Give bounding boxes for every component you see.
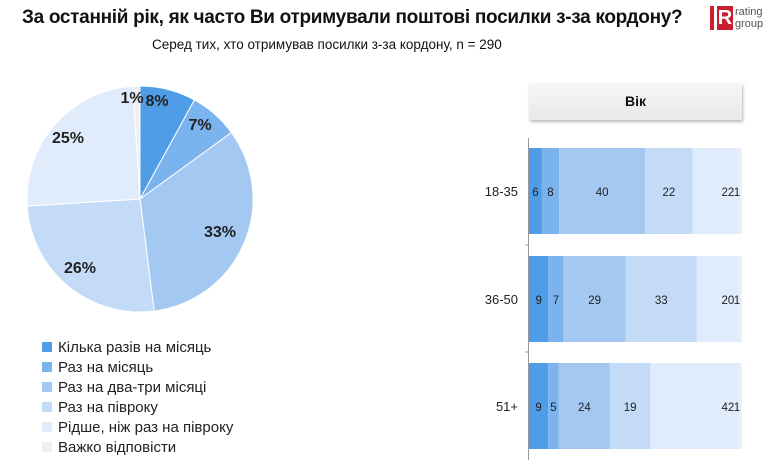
bar-segment	[529, 256, 549, 342]
bar-segment	[548, 363, 559, 449]
chart-subtitle: Серед тих, хто отримував посилки з-за ко…	[152, 37, 502, 52]
legend: Кілька разів на місяць Раз на місяць Раз н…	[42, 337, 233, 457]
bar-value-label: 7	[553, 295, 559, 307]
bar-value-label: 1	[734, 295, 740, 307]
bar-value-label: 9	[535, 295, 541, 307]
bar-segment	[609, 363, 651, 449]
legend-swatch	[42, 402, 52, 412]
category-label: 51+	[496, 399, 518, 414]
bar-value-label: 20	[721, 295, 734, 307]
bar-value-label: 5	[550, 402, 556, 414]
bar-segment	[558, 363, 610, 449]
bar-segment	[739, 148, 742, 234]
bar-segment	[692, 148, 740, 234]
bar-value-label: 24	[578, 402, 591, 414]
pie-label: 25%	[52, 130, 84, 147]
bar-value-label: 40	[596, 187, 609, 199]
pie-chart: 8% 7% 33% 26% 25% 1%	[26, 85, 254, 313]
rating-group-logo: R rating group	[708, 4, 778, 34]
pie-label: 1%	[120, 90, 143, 107]
legend-label: Раз на місяць	[58, 358, 154, 376]
legend-item: Раз на півроку	[42, 397, 233, 417]
pie-slice	[26, 85, 141, 207]
bar-segment	[650, 363, 740, 449]
bar-value-label: 29	[588, 295, 601, 307]
bar-segment	[625, 256, 697, 342]
bar-segment	[739, 363, 742, 449]
bar-segment	[645, 148, 693, 234]
age-header: Вік	[529, 83, 742, 120]
legend-label: Кілька разів на місяць	[58, 338, 212, 356]
bar-value-label: 1	[734, 187, 740, 199]
category-label: 18-35	[485, 184, 518, 199]
legend-swatch	[42, 422, 52, 432]
pie-label: 26%	[64, 260, 96, 277]
legend-label: Раз на півроку	[58, 398, 158, 416]
bar-segment	[696, 256, 740, 342]
bar-value-label: 42	[721, 402, 734, 414]
legend-label: Важко відповісти	[58, 438, 177, 456]
legend-label: Рідше, ніж раз на півроку	[58, 418, 234, 436]
category-label: 36-50	[485, 292, 518, 307]
bar-segment	[739, 256, 742, 342]
legend-swatch	[42, 382, 52, 392]
legend-item: Важко відповісти	[42, 437, 233, 457]
legend-swatch	[42, 362, 52, 372]
bar-segment	[529, 363, 549, 449]
pie-label: 33%	[204, 224, 236, 241]
legend-item: Рідше, ніж раз на півроку	[42, 417, 233, 437]
legend-item: Раз на місяць	[42, 357, 233, 377]
bar-segment	[529, 148, 542, 234]
legend-swatch	[42, 342, 52, 352]
bar-segment	[541, 148, 560, 234]
legend-item: Раз на два-три місяці	[42, 377, 233, 397]
bar-segment	[563, 256, 626, 342]
bar-segment	[559, 148, 646, 234]
pie-label: 8%	[145, 93, 168, 110]
pie-slice	[26, 198, 155, 313]
chart-title: За останній рік, як часто Ви отримували …	[22, 7, 683, 28]
bar-value-label: 22	[662, 187, 675, 199]
bar-value-label: 22	[721, 187, 734, 199]
bar-segment	[548, 256, 564, 342]
legend-item: Кілька разів на місяць	[42, 337, 233, 357]
bar-value-label: 19	[624, 402, 637, 414]
legend-swatch	[42, 442, 52, 452]
bar-value-label: 33	[655, 295, 668, 307]
pie-slice	[132, 85, 141, 200]
pie-slice	[139, 131, 254, 312]
bar-value-label: 9	[535, 402, 541, 414]
bar-value-label: 8	[547, 187, 553, 199]
bar-value-label: 1	[734, 402, 740, 414]
pie-label: 7%	[188, 117, 211, 134]
bar-value-label: 6	[532, 187, 538, 199]
legend-label: Раз на два-три місяці	[58, 378, 207, 396]
